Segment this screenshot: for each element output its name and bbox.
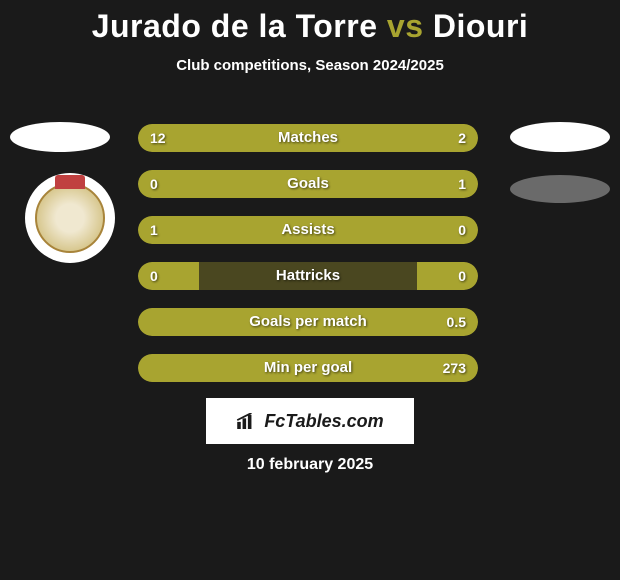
stat-row: Assists1 0 bbox=[138, 216, 478, 244]
stat-label: Min per goal bbox=[138, 354, 478, 382]
stat-row: Min per goal273 bbox=[138, 354, 478, 382]
stat-label: Assists bbox=[138, 216, 478, 244]
stat-label: Hattricks bbox=[138, 262, 478, 290]
stat-value-right: 0 bbox=[458, 216, 466, 244]
comparison-title: Jurado de la Torre vs Diouri bbox=[0, 0, 620, 45]
stat-value-left: 0 bbox=[150, 170, 158, 198]
player1-name: Jurado de la Torre bbox=[92, 8, 378, 44]
stat-value-right: 273 bbox=[443, 354, 466, 382]
chart-icon bbox=[236, 413, 258, 429]
stat-bars-container: Matches122Goals01Assists10Hattricks00Goa… bbox=[138, 124, 478, 400]
stat-value-right: 2 bbox=[458, 124, 466, 152]
stat-value-left: 1 bbox=[150, 216, 158, 244]
stat-row: Goals0 1 bbox=[138, 170, 478, 198]
stat-value-left: 0 bbox=[150, 262, 158, 290]
stat-value-right: 0 bbox=[458, 262, 466, 290]
stat-value-right: 0.5 bbox=[447, 308, 466, 336]
player2-badge-ellipse-2 bbox=[510, 175, 610, 203]
club-crest-icon bbox=[35, 183, 105, 253]
brand-logo: FcTables.com bbox=[206, 398, 414, 444]
stat-value-right: 1 bbox=[458, 170, 466, 198]
vs-label: vs bbox=[387, 8, 424, 44]
player1-badge-ellipse bbox=[10, 122, 110, 152]
player2-badge-ellipse bbox=[510, 122, 610, 152]
player2-name: Diouri bbox=[433, 8, 528, 44]
stat-label: Matches bbox=[138, 124, 478, 152]
stat-value-left: 12 bbox=[150, 124, 166, 152]
footer-date: 10 february 2025 bbox=[0, 456, 620, 474]
stat-row: Matches12 2 bbox=[138, 124, 478, 152]
brand-text: FcTables.com bbox=[264, 411, 383, 432]
stat-label: Goals per match bbox=[138, 308, 478, 336]
club-logo bbox=[25, 173, 115, 263]
stat-row: Goals per match0.5 bbox=[138, 308, 478, 336]
subtitle: Club competitions, Season 2024/2025 bbox=[0, 57, 620, 74]
stat-label: Goals bbox=[138, 170, 478, 198]
stat-row: Hattricks0 0 bbox=[138, 262, 478, 290]
crown-icon bbox=[55, 175, 85, 189]
